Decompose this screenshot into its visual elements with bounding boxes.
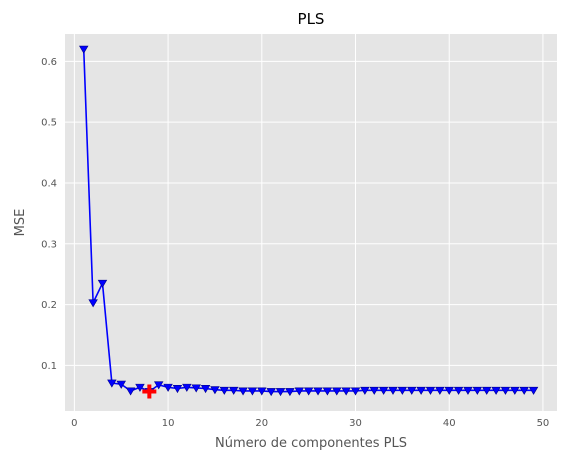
y-tick-label: 0.2	[41, 300, 57, 311]
data-point	[285, 388, 295, 397]
y-tick-label: 0.5	[41, 118, 57, 129]
data-point	[266, 388, 276, 397]
data-point	[153, 381, 164, 390]
data-point	[472, 386, 483, 395]
data-point	[528, 386, 539, 395]
data-point	[444, 386, 454, 395]
data-point	[200, 385, 211, 394]
data-point	[303, 387, 314, 396]
data-point	[463, 386, 473, 395]
data-point	[182, 383, 192, 392]
series-layer	[79, 45, 539, 399]
chart-title: PLS	[298, 10, 325, 28]
data-point	[341, 387, 351, 396]
data-point	[135, 383, 145, 392]
data-point	[332, 387, 342, 396]
data-point	[435, 386, 445, 395]
y-tick-label: 0.4	[41, 178, 57, 189]
data-point	[481, 386, 492, 395]
y-tick-label: 0.6	[41, 57, 57, 68]
x-tick-label: 20	[255, 418, 268, 429]
x-tick-label: 10	[162, 418, 175, 429]
data-point	[191, 384, 201, 393]
data-point	[88, 299, 98, 308]
data-point	[257, 387, 267, 396]
data-point	[491, 386, 501, 395]
x-tick-label: 40	[443, 418, 456, 429]
x-axis-label: Número de componentes PLS	[215, 436, 407, 451]
data-point	[116, 380, 126, 389]
data-point	[453, 386, 464, 395]
data-point	[397, 386, 408, 395]
data-point	[79, 45, 89, 54]
data-point	[407, 386, 417, 395]
data-point	[210, 386, 220, 395]
data-point	[163, 383, 173, 392]
data-point	[125, 387, 136, 396]
y-tick-label: 0.3	[41, 239, 57, 250]
optimum-marker	[142, 384, 157, 399]
data-point	[388, 386, 398, 395]
x-tick-label: 30	[349, 418, 362, 429]
data-point	[510, 386, 520, 395]
data-point	[219, 386, 230, 395]
data-point	[500, 386, 511, 395]
y-axis-label: MSE	[13, 209, 28, 237]
data-point	[172, 385, 183, 394]
data-point	[425, 386, 436, 395]
data-point	[378, 386, 389, 395]
data-point	[416, 386, 426, 395]
y-tick-label: 0.1	[41, 361, 57, 372]
data-point	[350, 387, 361, 396]
data-point	[313, 387, 323, 396]
grid-lines	[65, 34, 557, 411]
x-tick-label: 0	[71, 418, 77, 429]
data-point	[275, 388, 286, 397]
data-point	[322, 387, 333, 396]
data-point	[247, 387, 258, 396]
data-point	[238, 387, 248, 396]
data-point	[369, 386, 379, 395]
data-point	[294, 387, 305, 396]
tick-labels: 0 10 20 30 40 50 0.1 0.2 0.3 0.4 0.5 0.6	[41, 57, 549, 429]
data-point	[97, 279, 108, 288]
data-point	[360, 386, 370, 395]
data-point	[519, 386, 529, 395]
plot-area	[65, 34, 557, 411]
data-point	[107, 379, 117, 388]
x-tick-label: 50	[537, 418, 550, 429]
data-point	[228, 386, 239, 395]
